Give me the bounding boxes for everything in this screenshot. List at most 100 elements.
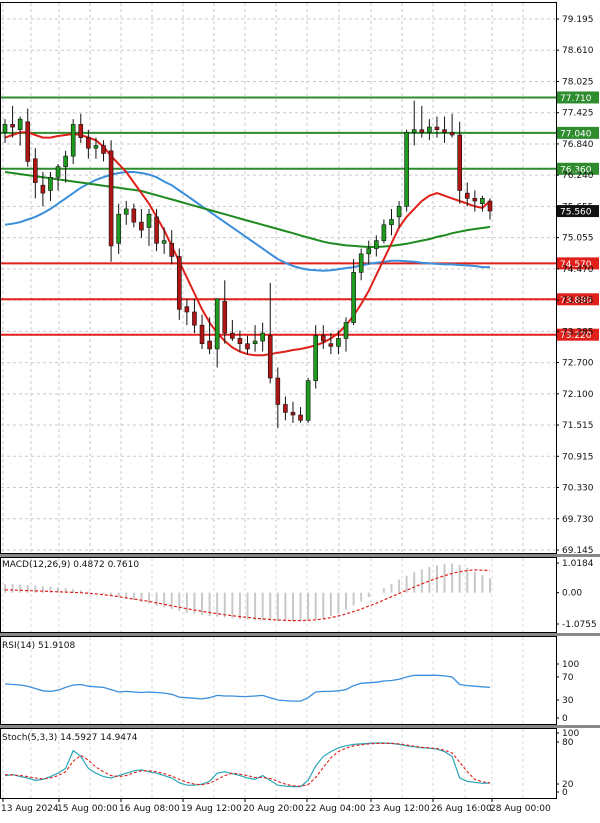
candle-down (207, 340, 212, 350)
stoch-label: Stoch(5,3,3) 14.5927 14.9474 (2, 733, 138, 743)
y-tick-label: 76.840 (562, 140, 594, 150)
candle-down (237, 338, 243, 344)
y-tick-label: 69.730 (562, 515, 594, 525)
candle-up (374, 240, 379, 249)
candle-up (427, 126, 432, 133)
support-resistance-lines: 77.710 77.040 76.360 74.570 73.890 73.220 (1, 91, 599, 341)
candle-up (70, 124, 76, 157)
stoch-tick-label: 20 (562, 780, 574, 790)
candle-up (336, 338, 341, 347)
candle-up (343, 322, 349, 339)
candle-up (93, 145, 99, 149)
candle-down (328, 343, 334, 347)
candle-up (313, 335, 319, 381)
rsi-tick-label: 70 (562, 673, 574, 683)
y-tick-label: 70.915 (562, 452, 594, 462)
pane-separator (0, 633, 600, 636)
x-tick-label: 28 Aug 00:00 (490, 804, 551, 814)
candle-down (108, 150, 114, 247)
y-tick-label: 79.195 (562, 15, 594, 25)
candle-down (449, 132, 455, 136)
pane-frame-macd (0, 557, 557, 633)
candle-up (358, 253, 364, 273)
candle-down (275, 377, 281, 405)
stoch-k-line (4, 742, 491, 788)
candle-up (411, 129, 417, 133)
x-tick-label: 23 Aug 12:00 (369, 804, 430, 814)
candle-down (230, 332, 235, 339)
y-tick-label: 70.330 (562, 484, 594, 494)
ma-green-line (4, 171, 491, 248)
candle-down (184, 306, 190, 313)
rsi-label: RSI(14) 51.9108 (2, 641, 75, 651)
level-label-bg (557, 328, 599, 341)
level-label: 74.570 (560, 260, 592, 270)
y-tick-label: 72.700 (562, 359, 594, 369)
candle-down (442, 129, 447, 133)
candle-up (366, 248, 372, 255)
x-tick-label: 22 Aug 04:00 (305, 804, 366, 814)
candle-up (351, 272, 356, 323)
y-tick-label: 78.025 (562, 77, 594, 87)
candle-up (381, 224, 387, 241)
current-price-bg (557, 205, 599, 218)
level-label: 73.220 (560, 331, 592, 341)
level-label-bg (557, 162, 599, 175)
candle-down (131, 208, 137, 223)
candle-up (2, 124, 8, 133)
level-label-bg (557, 91, 599, 104)
rsi-line (4, 674, 491, 702)
x-tick-label: 19 Aug 12:00 (181, 804, 242, 814)
macd-signal-line (4, 569, 491, 622)
candle-down (245, 343, 250, 350)
x-tick-label: 20 Aug 20:00 (243, 804, 304, 814)
x-tick-label: 16 Aug 08:00 (119, 804, 180, 814)
candle-up (396, 206, 402, 218)
y-tick-label: 74.470 (562, 265, 594, 275)
rsi-tick-label: 100 (562, 660, 579, 670)
ma-blue-line (4, 171, 490, 272)
pane-frame-sto (0, 728, 557, 799)
y-tick-label: 69.145 (562, 546, 594, 556)
candle-up (404, 132, 409, 207)
level-label: 77.710 (560, 94, 592, 104)
candle-down (199, 324, 205, 344)
candle-down (222, 301, 228, 334)
candle-down (419, 129, 425, 133)
candle-down (434, 126, 440, 130)
candle-down (154, 216, 159, 244)
level-label: 76.360 (560, 165, 592, 175)
y-tick-label: 71.515 (562, 421, 594, 431)
candle-up (252, 340, 258, 344)
level-label-bg (557, 257, 599, 270)
pane-frame-rsi (0, 636, 557, 725)
candles (2, 100, 493, 429)
current-price-label: 75.560 (560, 208, 592, 218)
level-label: 77.040 (560, 129, 592, 139)
candle-down (40, 184, 46, 194)
candle-down (78, 124, 84, 138)
candle-down (464, 192, 470, 199)
candle-up (63, 155, 68, 167)
stoch-tick-label: 0 (562, 788, 568, 798)
candle-down (101, 145, 106, 154)
candle-up (116, 213, 121, 244)
candle-down (457, 134, 462, 191)
macd-label: MACD(12,26,9) 0.4872 0.7610 (2, 560, 139, 570)
stoch-tick-label: 80 (562, 738, 574, 748)
x-tick-label: 13 Aug 2024 (1, 804, 59, 814)
level-label-bg (557, 126, 599, 139)
candle-up (123, 208, 129, 215)
candle-down (290, 412, 296, 416)
candle-down (267, 335, 273, 379)
candle-up (305, 380, 311, 421)
candle-down (10, 124, 15, 128)
macd-tick-label: -1.0755 (562, 620, 597, 630)
level-label-bg (557, 293, 599, 306)
pane-separator (0, 554, 600, 557)
candle-up (214, 298, 220, 350)
candle-down (33, 158, 38, 183)
